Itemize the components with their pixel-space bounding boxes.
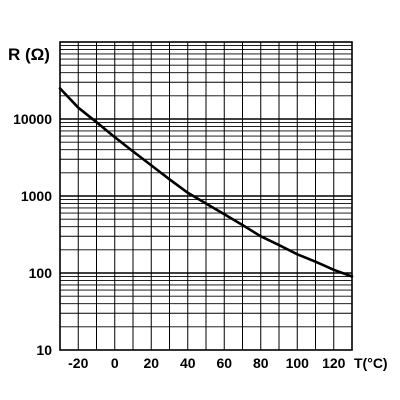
x-tick-label: -20	[68, 355, 88, 371]
y-tick-label: 10000	[13, 111, 52, 127]
x-tick-label: 80	[253, 355, 269, 371]
x-tick-label: 120	[322, 355, 346, 371]
x-tick-label: 20	[143, 355, 159, 371]
x-tick-label: 0	[111, 355, 119, 371]
x-tick-label: 60	[216, 355, 232, 371]
y-tick-label: 100	[29, 265, 53, 281]
grid	[60, 42, 352, 350]
series-curve-group	[58, 87, 354, 278]
x-tick-label: 40	[180, 355, 196, 371]
y-tick-label: 1000	[21, 188, 52, 204]
x-axis-title: T(°C)	[354, 355, 388, 371]
series-line	[58, 87, 354, 278]
plot-frame	[59, 41, 353, 351]
plot-border	[59, 41, 353, 351]
y-axis-title: R (Ω)	[8, 45, 50, 64]
tick-labels: -20 0 20 40 60 80 100 120 10 100 1000 10000	[13, 111, 346, 371]
x-tick-label: 100	[286, 355, 310, 371]
y-tick-label: 10	[36, 342, 52, 358]
